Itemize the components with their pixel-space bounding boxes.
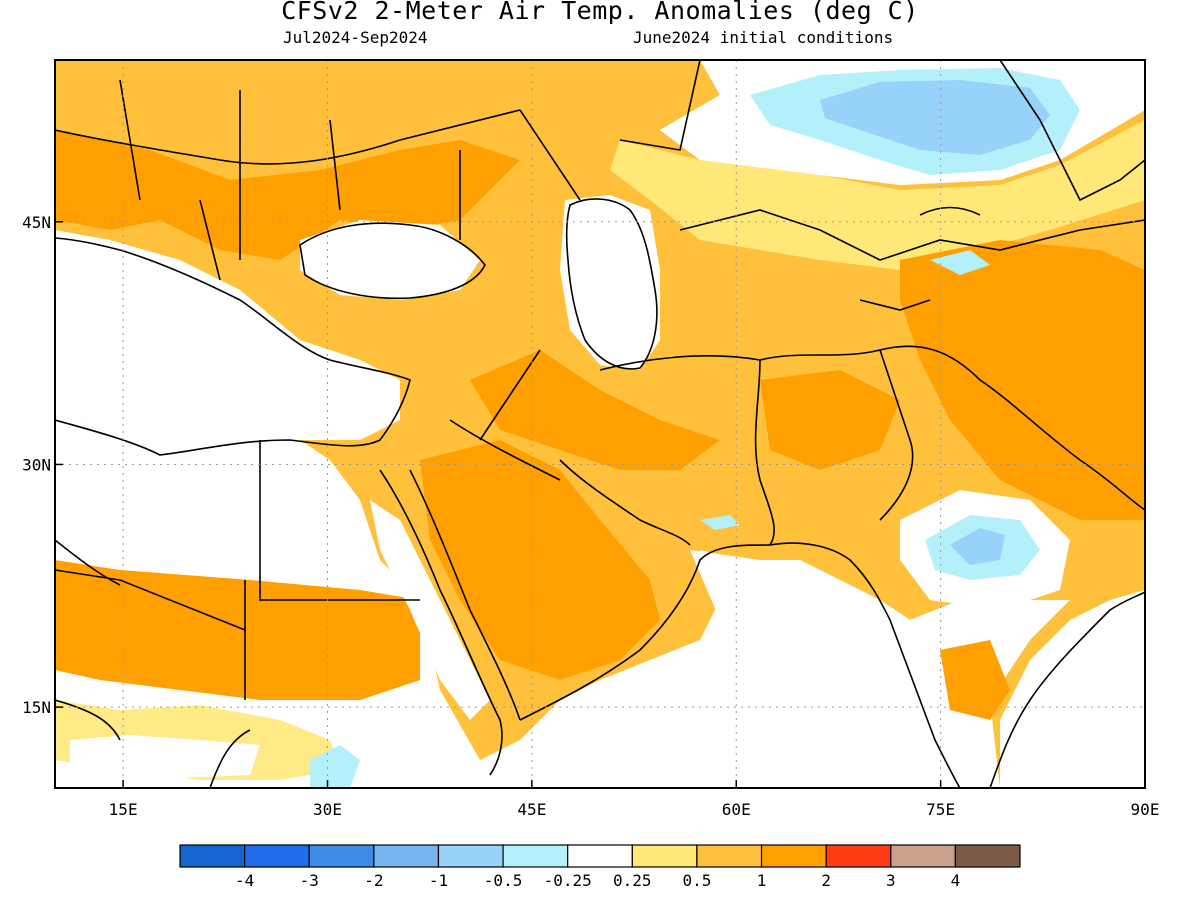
east-africa-cool — [310, 745, 360, 788]
legend-color-box — [696, 844, 763, 868]
lon-tick-label: 90E — [1131, 800, 1160, 819]
legend-label: -3 — [300, 871, 319, 890]
lon-tick-label: 45E — [517, 800, 546, 819]
initial-conditions: June2024 initial conditions — [633, 28, 894, 47]
legend-color-box — [890, 844, 956, 868]
legend-label: 3 — [886, 871, 896, 890]
anomaly-region-1-2-arabia — [420, 440, 660, 680]
anomaly-region-1-2-iraq — [470, 350, 720, 470]
bay-of-bengal-near-normal — [1000, 590, 1145, 788]
issyk-cool — [930, 250, 990, 275]
legend-color-box — [373, 844, 440, 868]
forecast-period: Jul2024-Sep2024 — [283, 28, 428, 47]
latitude-axis: 15N 30N 45N — [22, 213, 63, 717]
anomaly-region-1-2-africa — [55, 560, 420, 700]
grid-lines — [55, 60, 1145, 788]
anomaly-region-1-2-tibet — [900, 240, 1145, 520]
legend-label: 1 — [757, 871, 767, 890]
anomaly-region-1-2-afghanistan — [760, 370, 900, 470]
lat-tick-label: 15N — [22, 698, 51, 717]
legend-color-box — [825, 844, 892, 868]
caspian-near-normal — [560, 195, 660, 370]
legend-color-box — [954, 844, 1021, 868]
legend-color-box — [244, 844, 310, 868]
coastlines — [55, 60, 1145, 788]
anomaly-region-1-2-india — [940, 640, 1010, 720]
legend-label: -0.5 — [484, 871, 523, 890]
longitude-axis: 15E 30E 45E 60E 75E 90E — [109, 780, 1160, 819]
lat-tick-label: 30N — [22, 455, 51, 474]
legend-color-box — [437, 844, 504, 868]
legend-label: -1 — [429, 871, 448, 890]
legend-color-box — [502, 844, 569, 868]
anomaly-region-cool-medium — [820, 80, 1050, 155]
lon-tick-label: 60E — [722, 800, 751, 819]
lon-tick-label: 75E — [926, 800, 955, 819]
arabian-sea-near-normal — [560, 550, 950, 788]
legend-label: -4 — [235, 871, 254, 890]
legend-label: -2 — [364, 871, 383, 890]
india-cool-medium — [950, 528, 1005, 565]
legend-label: 0.5 — [682, 871, 711, 890]
legend-label: 0.25 — [613, 871, 652, 890]
legend-label: 4 — [951, 871, 961, 890]
mediterranean-near-normal — [55, 230, 400, 460]
black-sea-near-normal — [300, 220, 480, 300]
legend-color-box — [308, 844, 375, 868]
white-sub-south — [70, 735, 260, 778]
lon-tick-label: 15E — [109, 800, 138, 819]
legend-color-box — [179, 844, 246, 868]
chart-title: CFSv2 2-Meter Air Temp. Anomalies (deg C… — [281, 0, 919, 25]
legend-color-box — [631, 844, 698, 868]
legend-label: -0.25 — [544, 871, 592, 890]
anomaly-map: 15E 30E 45E 60E 75E 90E 15N 30N 45N — [22, 59, 1160, 819]
legend-color-box — [567, 844, 633, 868]
gulf-cool — [700, 515, 740, 530]
lat-tick-label: 45N — [22, 213, 51, 232]
lon-tick-label: 30E — [313, 800, 342, 819]
map-frame — [54, 59, 1146, 789]
anomaly-region-0p25-0p5 — [610, 120, 1145, 270]
red-sea-near-normal — [370, 500, 490, 720]
legend-label: 2 — [821, 871, 831, 890]
legend-color-box — [760, 844, 827, 868]
